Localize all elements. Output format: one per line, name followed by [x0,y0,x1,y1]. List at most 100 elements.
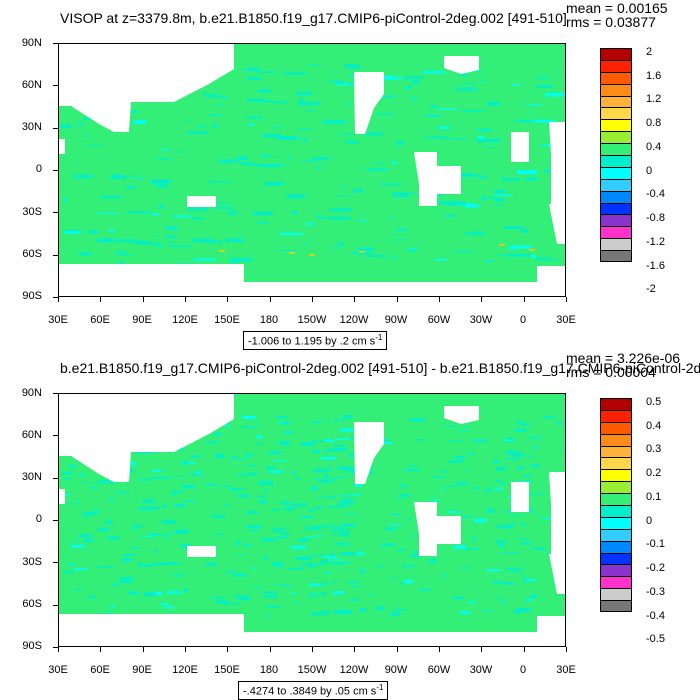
anomaly-patch [281,136,295,140]
anomaly-patch [511,84,521,86]
colorbar-swatch [600,528,632,541]
anomaly-patch [481,198,486,201]
anomaly-patch [496,254,512,256]
anomaly-patch [293,601,299,603]
anomaly-patch [530,464,540,468]
anomaly-patch [109,229,115,233]
anomaly-patch [472,537,477,541]
anomaly-patch [517,466,525,470]
top-range-exponent: -1 [375,333,383,342]
anomaly-patch [368,594,377,596]
anomaly-patch [508,245,532,249]
anomaly-patch [191,455,201,458]
anomaly-patch [400,583,406,586]
positive-anomaly-mark [309,254,315,256]
colorbar-swatch [600,600,632,613]
anomaly-patch [163,520,177,524]
anomaly-patch [176,529,189,534]
africa-land [549,472,565,564]
antarctica-land [59,614,565,646]
anomaly-patch [377,162,385,165]
anomaly-patch [312,449,321,454]
anomaly-patch [119,261,124,266]
anomaly-patch [298,98,304,103]
y-tick-mark [53,85,58,87]
anomaly-patch [185,500,195,503]
top-ytick-label: 30S [22,206,42,218]
colorbar-swatch [600,564,632,577]
anomaly-patch [238,161,249,165]
anomaly-patch [163,533,168,538]
anomaly-patch [246,472,258,476]
anomaly-patch [530,493,545,496]
anomaly-patch [161,505,167,508]
anomaly-patch [477,135,484,139]
anomaly-patch [317,535,324,537]
anomaly-patch [329,216,351,221]
anomaly-patch [130,547,140,549]
anomaly-patch [392,192,415,195]
anomaly-patch [487,101,500,106]
anomaly-patch [525,509,534,512]
anomaly-patch [227,211,240,213]
anomaly-patch [356,219,369,221]
anomaly-patch [248,123,254,126]
bottom-cbar-label: -0.3 [646,586,665,598]
anomaly-patch [159,204,165,209]
anomaly-patch [510,552,520,554]
anomaly-patch [411,97,417,101]
anomaly-patch [407,249,415,253]
anomaly-patch [407,518,412,520]
anomaly-patch [90,486,97,489]
anomaly-patch [323,473,328,478]
top-cbar-label: -0.8 [646,212,665,224]
anomaly-patch [74,541,81,543]
bottom-xtick-label: 0 [519,664,527,676]
anomaly-patch [468,601,476,604]
anomaly-patch [354,483,363,487]
anomaly-patch [215,533,224,535]
anomaly-patch [343,414,353,419]
anomaly-patch [264,489,269,493]
anomaly-patch [220,95,228,98]
top-xtick-label: 150W [297,314,327,326]
anomaly-patch [332,72,338,74]
anomaly-patch [437,108,459,110]
anomaly-patch [385,527,396,530]
anomaly-patch [266,466,275,470]
anomaly-patch [296,91,313,96]
anomaly-patch [61,471,73,475]
bottom-xtick-label: 30W [469,664,493,676]
anomaly-patch [547,553,554,555]
south-america-land [414,152,461,206]
anomaly-patch [206,94,220,98]
anomaly-patch [80,515,91,517]
anomaly-patch [195,470,202,475]
anomaly-patch [258,481,273,486]
anomaly-patch [112,173,118,175]
anomaly-patch [458,430,470,432]
anomaly-patch [148,477,159,480]
anomaly-patch [165,226,178,231]
anomaly-patch [348,73,354,76]
anomaly-patch [322,120,346,125]
anomaly-patch [432,476,446,478]
central-america-land [511,482,529,512]
anomaly-patch [349,471,360,474]
anomaly-patch [98,527,110,532]
top-range-text: -1.006 to 1.195 by .2 cm s [248,335,376,348]
anomaly-patch [265,181,284,186]
anomaly-patch [372,95,396,98]
anomaly-patch [62,198,69,202]
anomaly-patch [336,82,353,86]
bottom-cbar-label: -0.5 [646,633,665,645]
anomaly-patch [132,524,143,528]
anomaly-patch [493,580,500,584]
anomaly-patch [68,563,75,566]
australia-land [187,196,216,207]
anomaly-patch [256,435,262,439]
anomaly-patch [291,471,296,474]
anomaly-patch [514,428,527,433]
colorbar-swatch [600,59,632,72]
anomaly-patch [301,138,308,142]
